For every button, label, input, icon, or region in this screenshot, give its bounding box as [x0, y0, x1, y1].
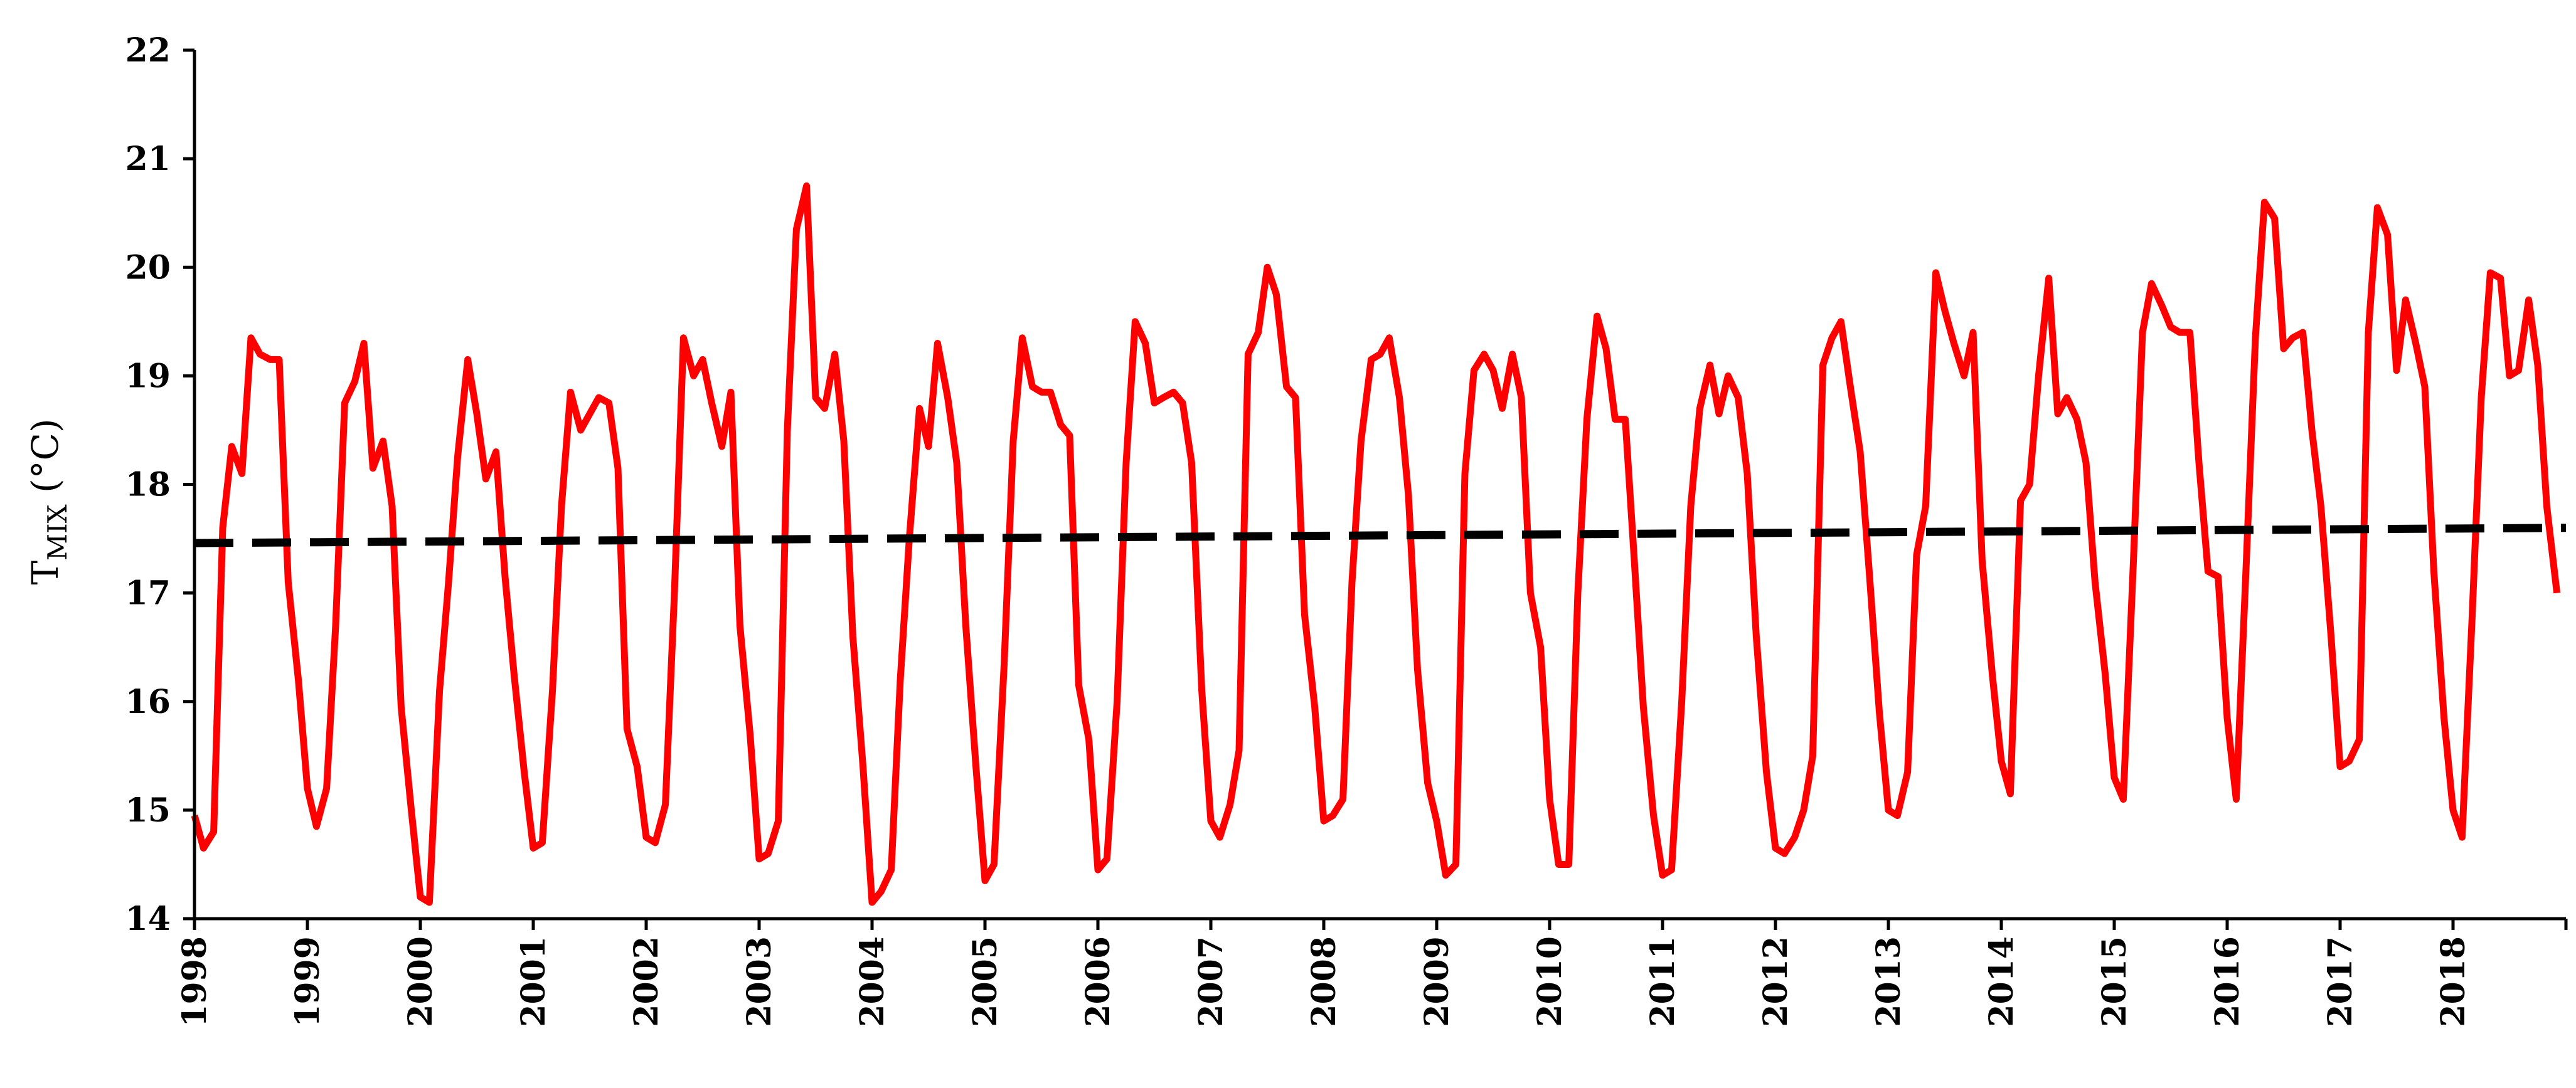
series-layer	[191, 182, 2567, 906]
x-tick-label: 2018	[2434, 936, 2472, 1027]
x-axis-ticks: 1998 1999 2000 2001 2002 2003 2004 2005 2006 2007…	[176, 919, 2568, 1027]
y-tick-label: 15	[125, 791, 171, 830]
y-axis-title-unit: (°C)	[24, 418, 67, 504]
x-tick-label: 2010	[1531, 936, 1569, 1027]
y-tick-label: 19	[125, 357, 171, 395]
x-tick-label: 2011	[1644, 936, 1682, 1027]
x-tick-label: 2012	[1757, 936, 1795, 1027]
x-tick-label: 2002	[627, 936, 666, 1027]
y-axis-ticks: 14 15 16 17 18 19 20 21 22	[125, 31, 194, 938]
x-tick-label: 2001	[514, 936, 553, 1027]
y-tick-label: 22	[125, 31, 171, 70]
x-tick-label: 2009	[1418, 936, 1456, 1027]
y-axis-title: TMIX (°C)	[24, 418, 73, 584]
x-tick-label: 2008	[1305, 936, 1343, 1027]
x-tick-label: 1999	[289, 936, 327, 1027]
x-tick-label: 2004	[853, 936, 891, 1027]
x-tick-label: 2006	[1079, 936, 1117, 1027]
x-tick-label: 2017	[2321, 936, 2360, 1027]
y-tick-label: 14	[125, 900, 171, 938]
y-tick-label: 16	[125, 683, 171, 721]
trend-line	[194, 524, 2567, 547]
y-axis-title-subscript: MIX	[42, 504, 73, 561]
x-tick-label: 2015	[2095, 936, 2134, 1027]
y-tick-label: 21	[125, 140, 171, 178]
x-tick-label: 2013	[1870, 936, 1908, 1027]
x-tick-label: 2014	[1983, 936, 2021, 1027]
x-tick-label: 2007	[1192, 936, 1230, 1027]
x-tick-label: 2000	[402, 936, 440, 1027]
y-tick-label: 18	[125, 466, 171, 504]
tmix-series-line	[191, 182, 2561, 906]
x-tick-label: 2003	[740, 936, 779, 1027]
x-tick-label: 2005	[966, 936, 1004, 1027]
x-tick-label: 1998	[176, 936, 214, 1027]
y-tick-label: 17	[125, 574, 171, 613]
y-tick-label: 20	[125, 248, 171, 287]
y-axis-title-main: T	[24, 561, 67, 585]
x-tick-label: 2016	[2208, 936, 2247, 1027]
